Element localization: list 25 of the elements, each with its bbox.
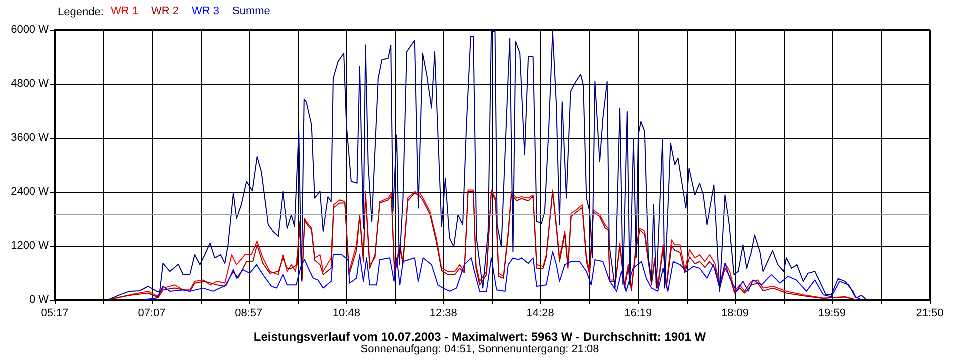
y-tick-label: 0 W	[29, 294, 50, 306]
x-tick-label: 12:38	[430, 308, 458, 320]
x-tick-label: 05:17	[41, 308, 69, 320]
x-tick-label: 18:09	[722, 308, 750, 320]
line-series	[108, 31, 868, 300]
y-tick-label: 2400 W	[11, 186, 50, 198]
x-tick-label: 08:57	[235, 308, 263, 320]
x-tick-label: 14:28	[526, 308, 554, 320]
line-series	[142, 251, 862, 300]
text: Summe	[232, 6, 270, 18]
y-tick-label: 6000 W	[11, 24, 50, 36]
text: Leistungsverlauf vom 10.07.2003 - Maximalwert: 5963 W - Durchschnitt: 1901 W	[254, 330, 707, 344]
x-tick-label: 19:59	[818, 308, 846, 320]
x-tick-label: 10:48	[332, 308, 360, 320]
legend-title: Legende:	[58, 6, 104, 18]
text: WR 2	[152, 6, 179, 18]
text: WR 1	[111, 6, 138, 18]
y-tick-label: 1200 W	[11, 240, 50, 252]
x-tick-label: 16:19	[624, 308, 652, 320]
y-tick-label: 3600 W	[11, 132, 50, 144]
x-tick-label: 07:07	[138, 308, 166, 320]
y-tick-label: 4800 W	[11, 78, 50, 90]
text: Sonnenaufgang: 04:51, Sonnenuntergang: 21:08	[360, 344, 600, 356]
text: WR 3	[192, 6, 220, 18]
x-tick-label: 21:50	[916, 308, 944, 320]
